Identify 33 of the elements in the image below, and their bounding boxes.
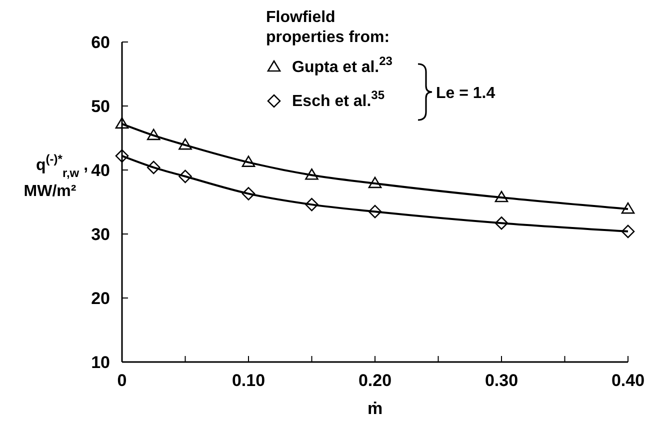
point xyxy=(305,198,318,212)
point xyxy=(305,168,318,180)
point xyxy=(621,202,635,214)
x-tick-label: 0.30 xyxy=(484,371,518,390)
y-tick-label: 50 xyxy=(91,96,110,116)
y-tick-label: 10 xyxy=(91,352,110,372)
point xyxy=(146,160,160,174)
x-tick-label: 0.40 xyxy=(611,371,645,390)
y-tick-label: 60 xyxy=(91,32,110,52)
point xyxy=(621,224,635,238)
legend-title: Flowfield properties from: xyxy=(266,9,390,46)
x-axis-title: ṁ xyxy=(367,399,383,418)
point xyxy=(178,138,192,150)
point xyxy=(368,204,382,218)
y-axis-title: q$^{(-)*}$$_{r,w}$ , MW/m² xyxy=(24,152,88,200)
point xyxy=(146,128,160,140)
legend-label: Gupta et al.$^{23}$ xyxy=(292,54,393,76)
point xyxy=(115,149,129,163)
point xyxy=(115,117,129,129)
point xyxy=(494,190,508,202)
point xyxy=(242,156,256,167)
annotation: Le = 1.4 xyxy=(436,85,496,102)
legend-label: Esch et al.$^{35}$ xyxy=(292,88,385,110)
point xyxy=(494,216,508,230)
y-tick-label: 40 xyxy=(91,160,110,180)
x-tick-label: 0 xyxy=(117,371,127,390)
point xyxy=(242,187,256,200)
x-tick-label: 0.10 xyxy=(232,371,266,390)
y-tick-label: 30 xyxy=(91,224,110,244)
point xyxy=(178,170,192,184)
y-tick-label: 20 xyxy=(91,288,110,308)
x-tick-label: 0.20 xyxy=(358,371,392,390)
point xyxy=(368,176,382,188)
